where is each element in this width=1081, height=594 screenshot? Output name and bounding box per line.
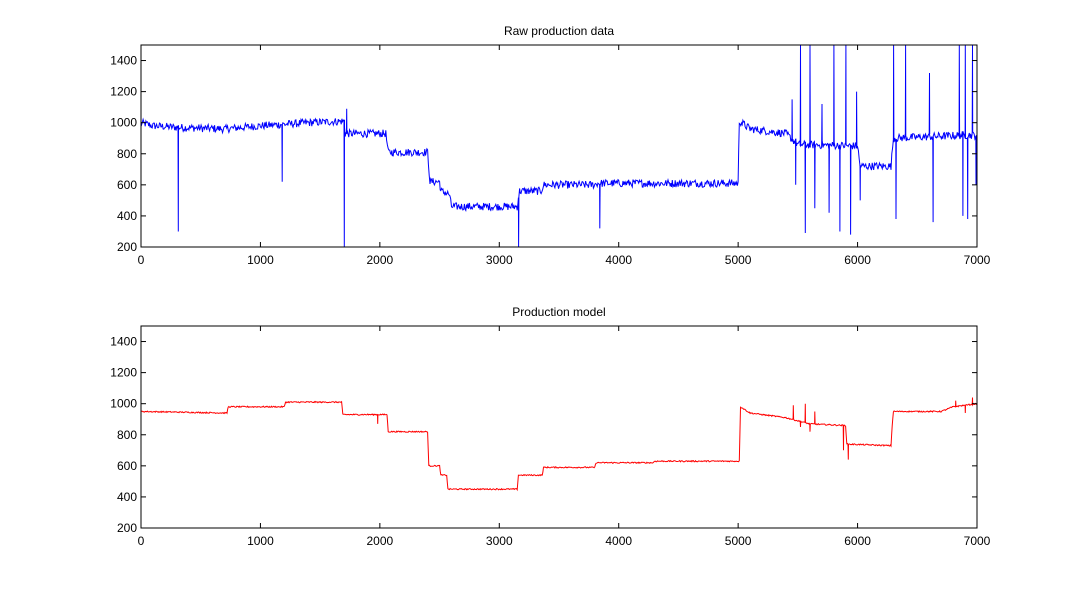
x-tick-label: 4000 [605, 253, 632, 267]
x-tick-label: 5000 [725, 253, 752, 267]
plot-area [141, 326, 977, 528]
y-tick-label: 1200 [110, 85, 137, 99]
y-tick-label: 1000 [110, 116, 137, 130]
x-tick-label: 0 [138, 534, 145, 548]
chart-2: Production model 0 1000 2000 3000 4000 5000 600… [110, 305, 990, 548]
series-line-1 [141, 45, 977, 247]
y-tick-label: 400 [117, 209, 137, 223]
y-tick-label: 800 [117, 147, 137, 161]
x-tick-label: 0 [138, 253, 145, 267]
x-tick-label: 1000 [247, 534, 274, 548]
x-tick-label: 5000 [725, 534, 752, 548]
chart-title: Raw production data [504, 24, 614, 38]
chart-1: Raw production data 0 1000 2000 3000 4000 5000… [110, 24, 990, 267]
y-tick-label: 400 [117, 490, 137, 504]
y-tick-label: 1400 [110, 335, 137, 349]
x-tick-label: 7000 [964, 253, 991, 267]
chart-title: Production model [512, 305, 605, 319]
series-line-1 [141, 397, 977, 492]
y-tick-label: 1000 [110, 397, 137, 411]
x-tick-label: 6000 [844, 534, 871, 548]
y-tick-label: 1400 [110, 54, 137, 68]
y-tick-label: 200 [117, 521, 137, 535]
x-tick-label: 4000 [605, 534, 632, 548]
y-tick-label: 800 [117, 428, 137, 442]
axes-box [140, 44, 978, 248]
axes-box [140, 325, 978, 529]
x-tick-label: 2000 [367, 253, 394, 267]
y-tick-label: 1200 [110, 366, 137, 380]
y-tick-label: 200 [117, 240, 137, 254]
x-tick-label: 2000 [367, 534, 394, 548]
x-tick-label: 3000 [486, 534, 513, 548]
y-tick-label: 600 [117, 178, 137, 192]
x-tick-label: 6000 [844, 253, 871, 267]
x-tick-label: 3000 [486, 253, 513, 267]
y-tick-label: 600 [117, 459, 137, 473]
x-tick-label: 7000 [964, 534, 991, 548]
x-tick-label: 1000 [247, 253, 274, 267]
